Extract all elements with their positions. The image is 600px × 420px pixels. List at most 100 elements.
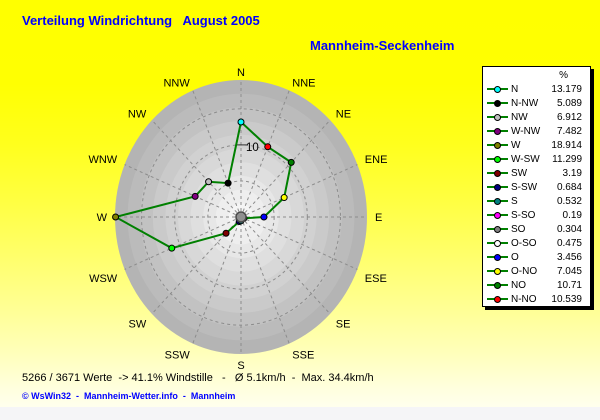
legend-item-W: W 18.914 [483,138,590,152]
legend-item-N: N 13.179 [483,82,590,96]
legend-dot [494,85,501,93]
compass-label-SSW: SSW [165,349,191,361]
legend-direction-label: SO [511,223,526,235]
legend-marker-icon [487,225,508,233]
legend-dot [494,169,501,177]
data-point-W-NW [191,192,199,200]
legend-percent-value: 0.684 [556,181,582,193]
legend-percent-value: 10.71 [556,279,582,291]
legend-percent-value: 5.089 [556,97,582,109]
legend-direction-label: N [511,83,519,95]
legend-direction-label: S [511,195,518,207]
grid-spoke [192,90,242,218]
legend-item-N-NO: N-NO 10.539 [483,292,590,306]
legend-item-O-NO: O-NO 7.045 [483,264,590,278]
data-point-NW [205,178,213,186]
legend-dot [494,197,501,205]
grid-spoke [192,216,242,344]
legend-dot [494,225,501,233]
compass-label-W: W [97,212,108,224]
legend-item-NW: NW 6.912 [483,110,590,124]
grid-spoke [240,90,290,218]
legend-dot [494,183,501,191]
legend-marker-icon [487,141,508,149]
legend-marker-icon [487,99,508,107]
legend-direction-label: O-SO [511,237,537,249]
data-point-O [260,213,268,221]
grid-spoke [151,216,242,315]
grid-spoke [240,216,331,315]
data-point-W-SW [168,244,176,252]
legend-dot [494,253,501,261]
legend-marker-icon [487,239,508,247]
compass-label-NE: NE [336,108,351,120]
data-point-SW [222,229,230,237]
legend-marker-icon [487,183,508,191]
legend-direction-label: W [511,139,521,151]
legend-item-S-SW: S-SW 0.684 [483,180,590,194]
legend-percent-value: 10.539 [551,293,582,305]
legend-item-N-NW: N-NW 5.089 [483,96,590,110]
legend-item-S: S 0.532 [483,194,590,208]
legend-dot [494,113,501,121]
legend-marker-icon [487,113,508,121]
legend-dot [494,155,501,163]
data-point-NO [287,158,295,166]
compass-label-SSE: SSE [292,349,314,361]
stats-line: 5266 / 3671 Werte -> 41.1% Windstille - … [22,372,374,384]
legend-item-SO: SO 0.304 [483,222,590,236]
grid-spoke [240,216,290,344]
legend-direction-label: S-SW [511,181,538,193]
calm-center-marker [235,211,247,223]
legend-percent-value: 0.532 [556,195,582,207]
legend-percent-value: 18.914 [551,139,582,151]
compass-label-WNW: WNW [88,154,117,166]
compass-label-SE: SE [336,319,351,331]
grid-ring [141,108,341,326]
compass-label-WSW: WSW [89,273,118,285]
data-point-O-NO [280,194,288,202]
bottom-strip [0,407,600,420]
legend-percent-value: 7.045 [556,265,582,277]
data-point-N-NW [224,179,232,187]
compass-label-S: S [237,360,244,372]
compass-label-ESE: ESE [365,273,387,285]
compass-label-NNE: NNE [292,78,315,90]
legend-percent-value: 3.456 [556,251,582,263]
legend-item-NO: NO 10.71 [483,278,590,292]
data-point-N [237,118,245,126]
station-name: Mannheim-Seckenheim [310,38,455,53]
legend-marker-icon [487,281,508,289]
legend-dot [494,267,501,275]
legend-percent-value: 0.475 [556,237,582,249]
legend-percent-value: 0.19 [562,209,582,221]
legend-marker-icon [487,127,508,135]
chart-legend: % N 13.179 N-NW 5.089 NW 6.912 W-NW 7.482 W 18.91… [482,66,591,307]
legend-direction-label: NW [511,111,528,123]
legend-item-O: O 3.456 [483,250,590,264]
compass-label-E: E [375,212,382,224]
data-point-W [112,213,120,221]
legend-item-S-SO: S-SO 0.19 [483,208,590,222]
legend-percent-value: 3.19 [562,167,582,179]
legend-marker-icon [487,169,508,177]
legend-percent-value: 0.304 [556,223,582,235]
legend-direction-label: N-NW [511,97,539,109]
legend-marker-icon [487,85,508,93]
legend-marker-icon [487,211,508,219]
legend-item-W-NW: W-NW 7.482 [483,124,590,138]
axis-tick-label: 10 [246,142,259,154]
grid-spoke [151,119,242,218]
legend-dot [494,127,501,135]
legend-item-SW: SW 3.19 [483,166,590,180]
credit-line: © WsWin32 - Mannheim-Wetter.info - Mannh… [22,391,236,401]
legend-direction-label: W-SW [511,153,540,165]
legend-percent-value: 13.179 [551,83,582,95]
legend-direction-label: W-NW [511,125,541,137]
legend-direction-label: NO [511,279,526,291]
legend-item-W-SW: W-SW 11.299 [483,152,590,166]
legend-marker-icon [487,253,508,261]
compass-label-NNW: NNW [163,78,190,90]
